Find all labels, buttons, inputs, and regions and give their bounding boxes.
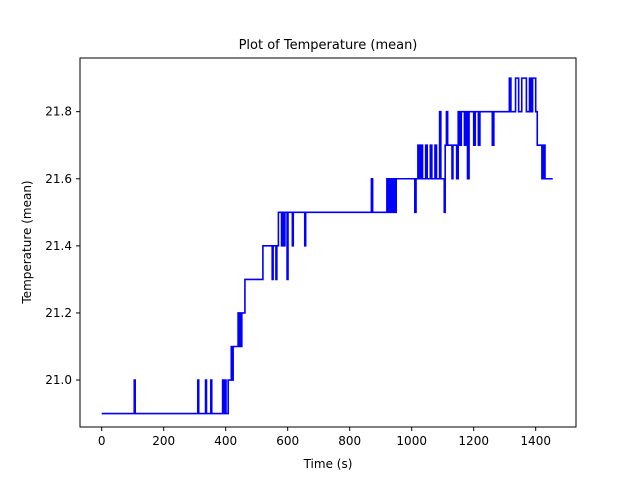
x-tick-label: 1400 [520,434,551,448]
y-tick-label: 21.0 [45,373,72,387]
y-tick-label: 21.6 [45,172,72,186]
chart-title: Plot of Temperature (mean) [239,38,418,53]
x-tick-label: 1200 [458,434,489,448]
x-tick-label: 600 [276,434,299,448]
y-tick-label: 21.4 [45,239,72,253]
x-axis-label: Time (s) [303,457,353,471]
x-tick-label: 200 [152,434,175,448]
x-axis: 0 200 400 600 800 1000 1200 1400 [98,427,551,448]
plot-area-frame [79,57,577,428]
x-tick-label: 1000 [396,434,427,448]
x-tick-label: 800 [338,434,361,448]
series-line-temperature [101,77,553,415]
x-tick-label: 0 [98,434,106,448]
y-tick-label: 21.2 [45,306,72,320]
y-axis-label: Temperature (mean) [20,180,34,304]
y-tick-label: 21.8 [45,105,72,119]
y-axis: 21.0 21.2 21.4 21.6 21.8 [45,105,80,387]
x-tick-label: 400 [214,434,237,448]
